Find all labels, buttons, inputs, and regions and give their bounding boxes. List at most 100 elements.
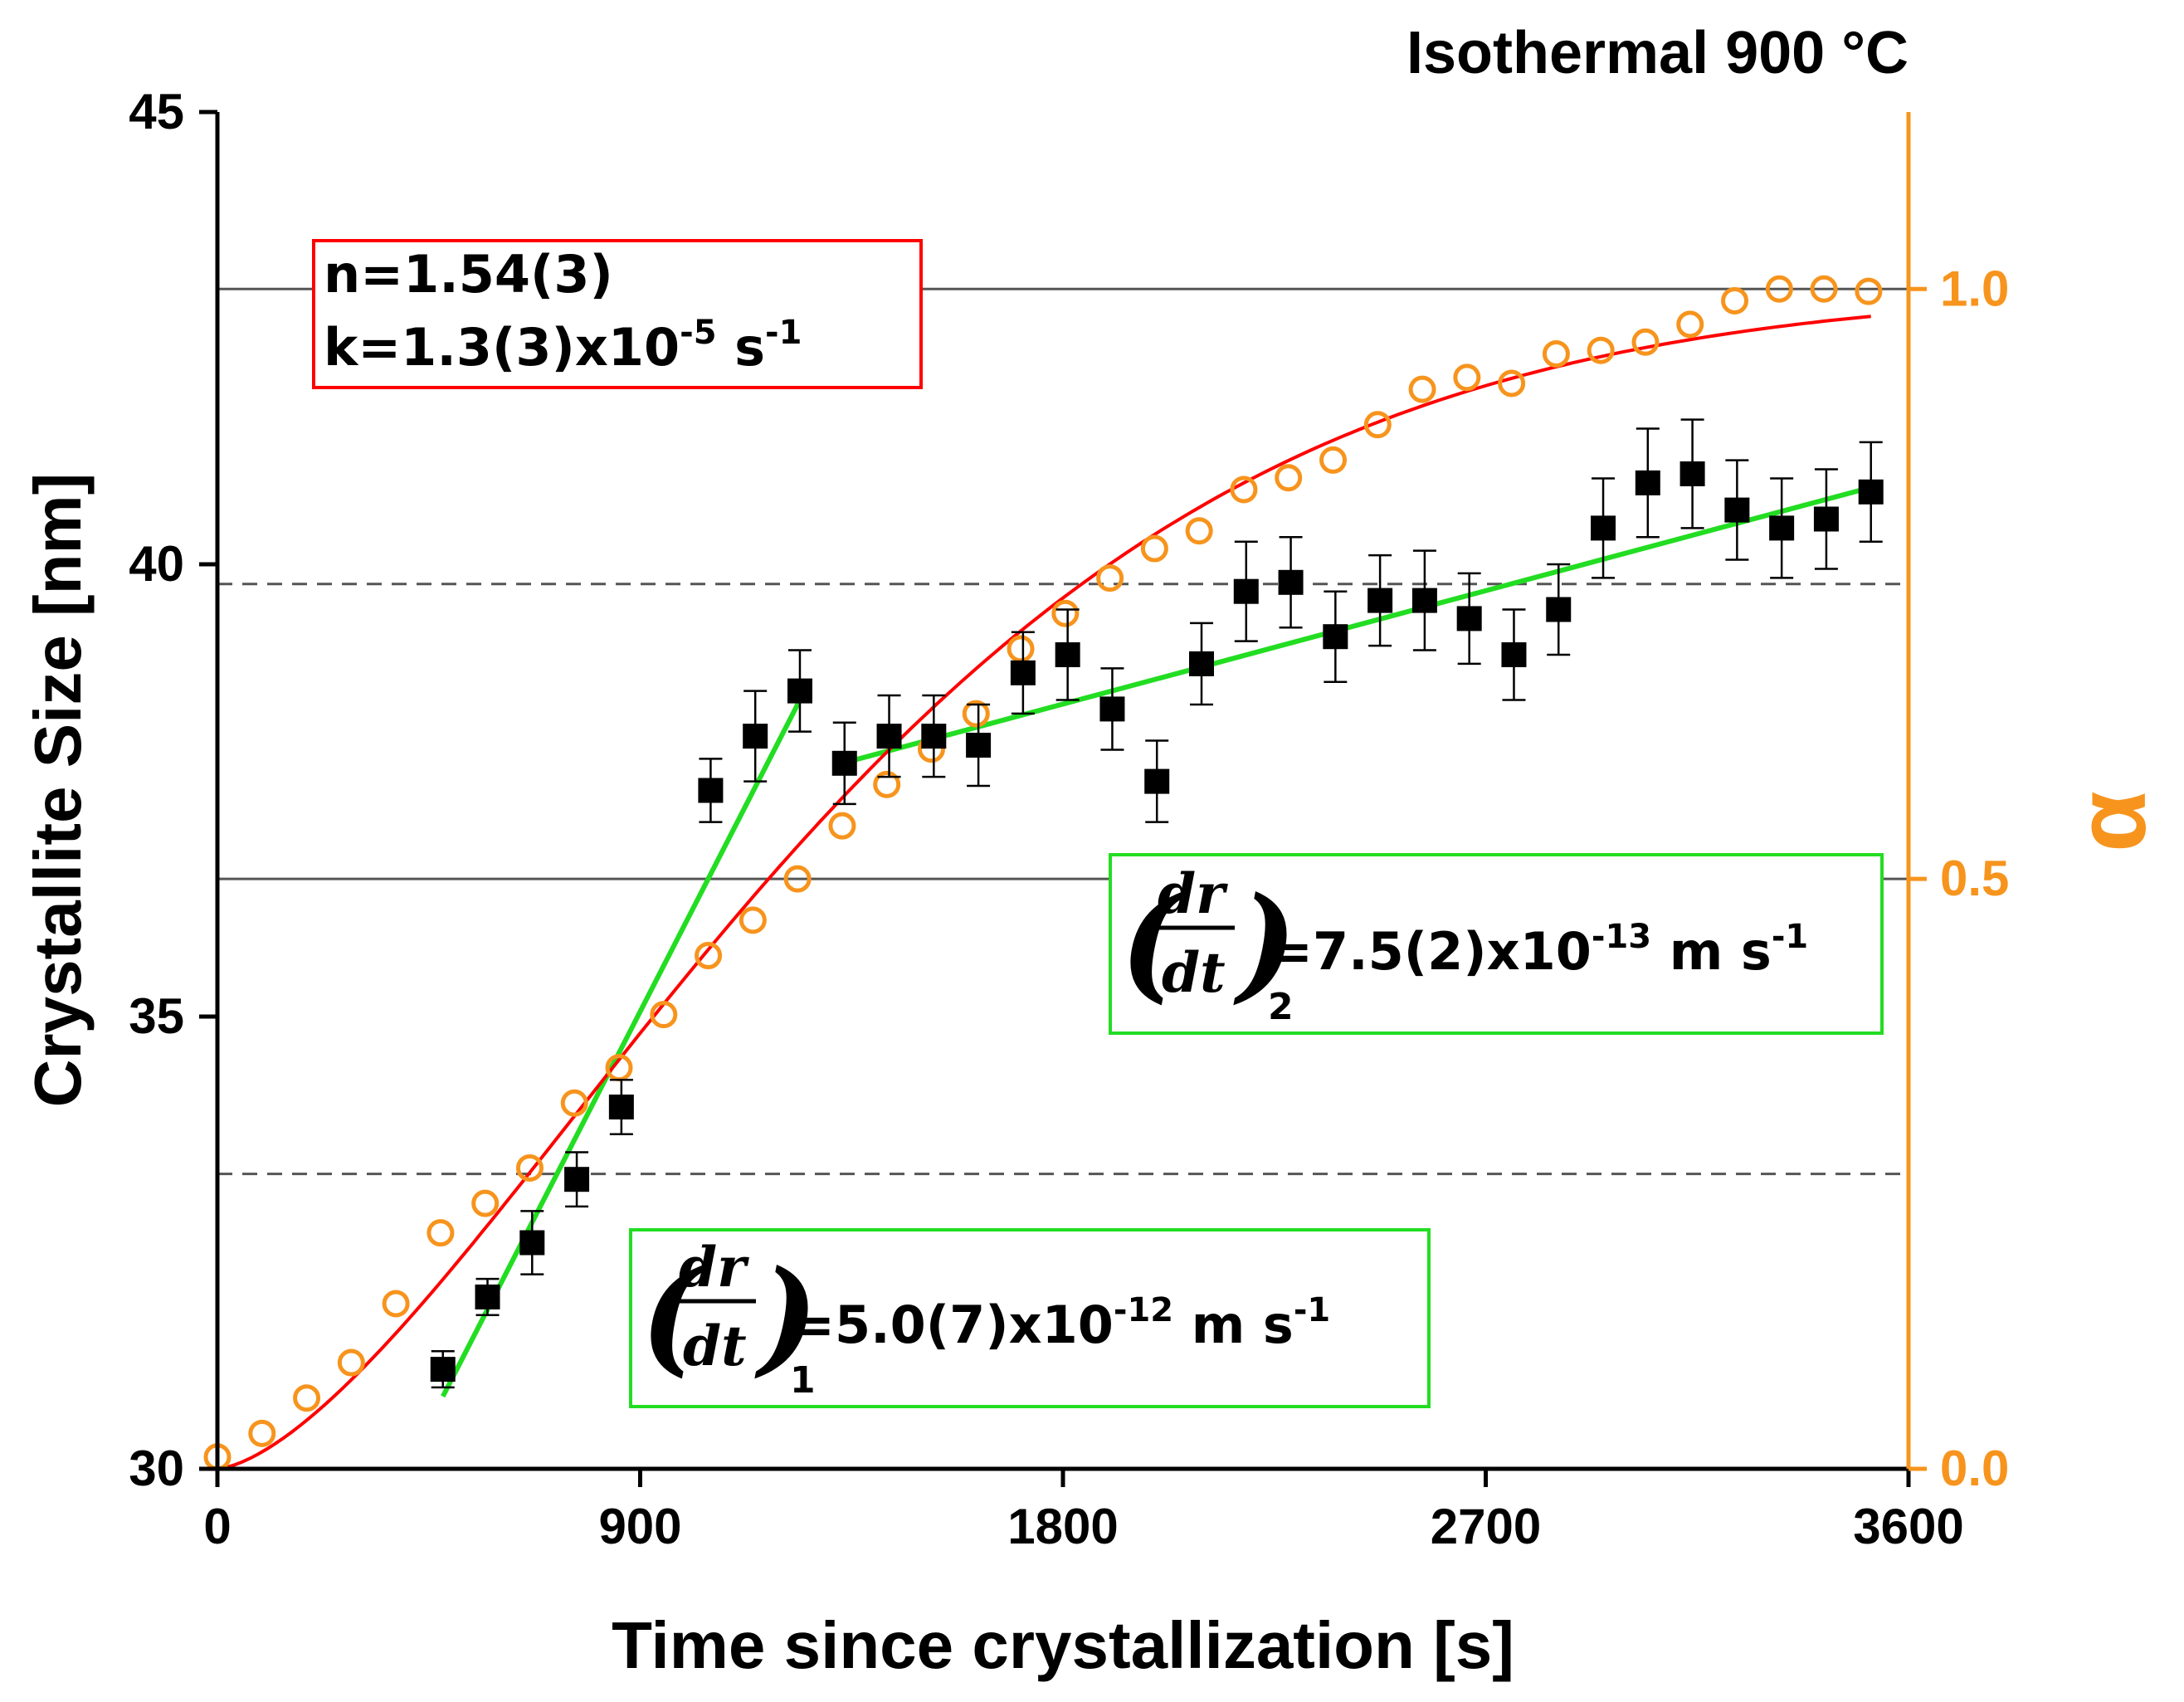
alpha-series <box>203 275 1883 1471</box>
size-point <box>787 678 812 704</box>
size-point <box>519 1230 545 1256</box>
rate2-paren-left: ( <box>1120 870 1184 1016</box>
alpha-point <box>382 1290 410 1318</box>
y-ticks: 30 35 40 45 <box>129 84 217 1496</box>
size-point <box>1635 470 1660 495</box>
alpha-point <box>1230 475 1258 504</box>
alpha-point <box>1542 339 1570 368</box>
y2-axis-label: α <box>2055 791 2167 852</box>
size-point <box>564 1167 590 1192</box>
alpha-point <box>337 1348 365 1377</box>
y-tick-label: 35 <box>129 988 184 1044</box>
avrami-fit-curve <box>217 315 1871 1470</box>
alpha-point <box>1765 275 1793 303</box>
size-point <box>743 724 768 749</box>
y2-ticks: 0.0 0.5 1.0 <box>1909 261 2009 1496</box>
alpha-point <box>1363 411 1392 439</box>
size-point <box>430 1357 456 1383</box>
size-point <box>831 750 857 776</box>
avrami-parameters-box: n=1.54(3) k=1.3(3)x10-5 s-1 <box>312 239 923 389</box>
avrami-n-text: n=1.54(3) <box>324 244 613 305</box>
rate2-subscript: 2 <box>1268 986 1294 1028</box>
alpha-point <box>1631 328 1660 356</box>
size-point <box>1144 768 1170 794</box>
x-tick-label: 1800 <box>1007 1499 1118 1554</box>
alpha-point <box>650 1001 678 1029</box>
rate2-paren-right: ) <box>1233 870 1297 1016</box>
alpha-point <box>1140 534 1168 563</box>
size-point <box>608 1095 634 1119</box>
size-point <box>1858 479 1884 505</box>
size-point <box>1724 497 1750 523</box>
size-point <box>921 724 947 749</box>
rate1-value: =5.0(7)x10-12 m s-1 <box>792 1291 1330 1355</box>
alpha-point <box>1319 446 1348 474</box>
alpha-point <box>828 812 856 840</box>
linear-fit-2 <box>841 485 1872 766</box>
alpha-point <box>1676 310 1704 339</box>
y2-tick-label: 0.0 <box>1940 1441 2009 1496</box>
alpha-point <box>1721 286 1749 315</box>
alpha-point <box>1408 375 1436 403</box>
alpha-point <box>1587 336 1615 364</box>
alpha-point <box>739 906 767 934</box>
y-axis-label: Crystallite Size [nm] <box>21 473 95 1108</box>
x-axis-label: Time since crystallization [s] <box>612 1608 1514 1682</box>
alpha-point <box>560 1089 588 1117</box>
rate2-value: =7.5(2)x10-13 m s-1 <box>1270 918 1808 982</box>
size-point <box>1055 642 1080 667</box>
alpha-point <box>471 1189 500 1217</box>
reference-lines <box>217 287 1909 1176</box>
rate1-denominator: dt <box>683 1314 747 1378</box>
rate2-box: ( dr dt ) 2 =7.5(2)x10-13 m s-1 <box>1109 853 1884 1035</box>
size-point <box>1367 588 1393 613</box>
alpha-point <box>1185 517 1213 545</box>
size-point <box>1591 515 1616 541</box>
size-point <box>1411 588 1437 613</box>
rate1-paren-right: ) <box>754 1243 818 1389</box>
size-point <box>475 1284 500 1309</box>
x-tick-label: 0 <box>203 1499 231 1554</box>
alpha-point <box>515 1153 544 1182</box>
y-tick-label: 45 <box>129 84 184 139</box>
alpha-point <box>873 770 901 798</box>
size-point <box>1010 660 1036 685</box>
x-ticks: 0 900 1800 2700 3600 <box>203 1469 1964 1554</box>
size-point <box>1099 696 1125 722</box>
rate1-paren-left: ( <box>641 1243 704 1389</box>
size-point <box>1189 651 1215 676</box>
size-point <box>876 724 902 749</box>
linear-fits <box>441 485 1872 1398</box>
x-tick-label: 2700 <box>1431 1499 1541 1554</box>
alpha-point <box>1498 369 1526 397</box>
size-point <box>1323 624 1348 650</box>
y-tick-label: 30 <box>129 1441 184 1496</box>
alpha-point <box>1855 277 1883 305</box>
alpha-point <box>1007 635 1035 663</box>
size-point <box>1456 606 1482 632</box>
crystallite-size-series <box>430 418 1884 1389</box>
alpha-point <box>1453 363 1481 392</box>
size-point <box>1546 597 1572 622</box>
avrami-k-text: k=1.3(3)x10-5 s-1 <box>324 314 802 378</box>
rate1-subscript: 1 <box>790 1359 816 1402</box>
alpha-point <box>1810 275 1838 303</box>
alpha-point <box>962 700 990 728</box>
alpha-point <box>783 865 812 893</box>
rate1-box: ( dr dt ) 1 =5.0(7)x10-12 m s-1 <box>629 1228 1431 1408</box>
y2-tick-label: 0.5 <box>1940 851 2009 906</box>
size-point <box>1679 461 1705 486</box>
size-point <box>1501 642 1527 667</box>
alpha-point <box>1275 464 1303 492</box>
rate2-numerator: dr <box>1158 861 1228 926</box>
alpha-point <box>1096 564 1124 593</box>
chart-title: Isothermal 900 °C <box>1406 20 1909 86</box>
size-point <box>1233 578 1259 604</box>
alpha-point <box>695 942 723 970</box>
alpha-point <box>1051 599 1080 627</box>
y2-tick-label: 1.0 <box>1940 261 2009 316</box>
alpha-point <box>293 1384 321 1412</box>
alpha-point <box>248 1419 276 1447</box>
size-point <box>966 733 992 758</box>
